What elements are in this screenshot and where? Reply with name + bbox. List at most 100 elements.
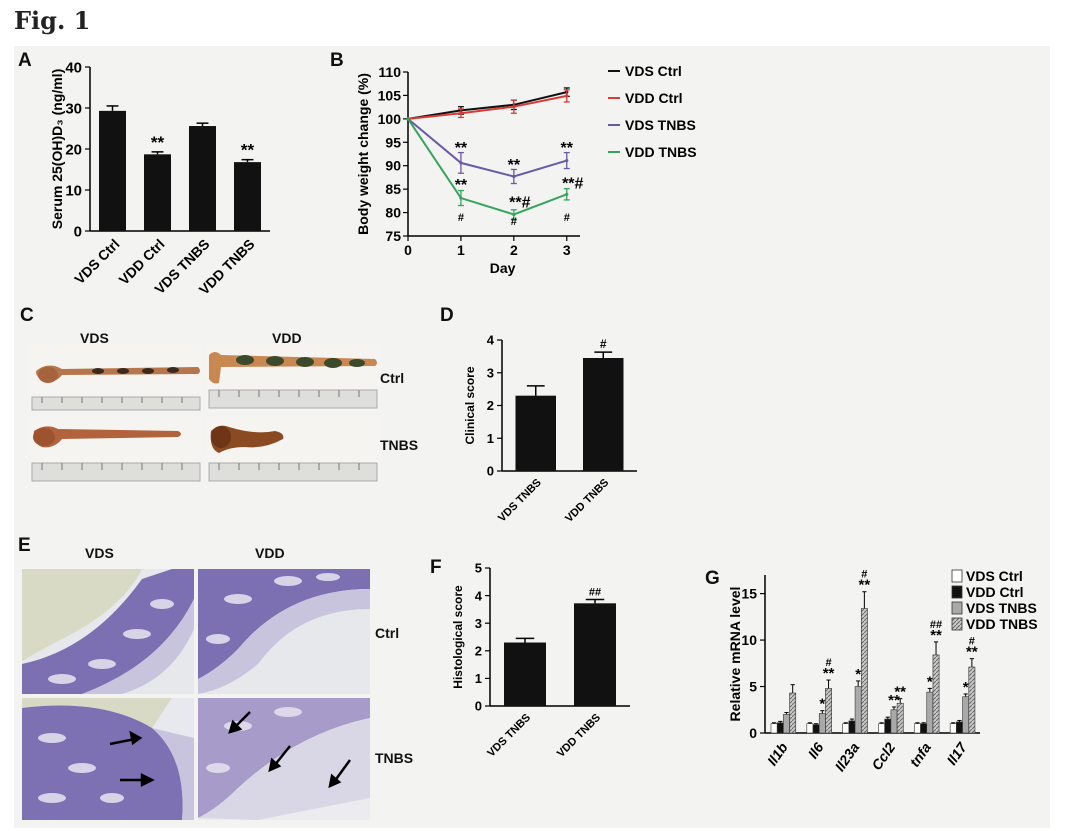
bar-il23a-vds-ctrl <box>842 723 850 734</box>
panel-e-row-label-tnbs: TNBS <box>375 750 414 766</box>
panel-c-col-label-vds: VDS <box>80 330 109 346</box>
significance-label: ## <box>589 586 601 598</box>
category-label: VDD TNBS <box>563 477 611 525</box>
significance-label: # <box>861 569 867 581</box>
y-tick-label: 5 <box>749 679 757 695</box>
bar-il1b-vdd-tnbs <box>789 692 797 734</box>
category-label: Ccl2 <box>868 739 898 773</box>
y-tick-label: 0 <box>475 699 482 714</box>
bar-vdd-tnbs <box>574 603 616 706</box>
series-line-vds-tnbs <box>407 118 568 178</box>
y-tick-label: 10 <box>741 632 757 648</box>
panel-e-col-label-vdd: VDD <box>255 545 285 561</box>
colon-photo-vdd-tnbs <box>205 417 380 484</box>
significance-label: ** <box>859 577 871 594</box>
significance-label: ** <box>966 644 978 661</box>
significance-label: ** <box>561 140 574 157</box>
data-point <box>459 111 463 115</box>
significance-label: * <box>819 696 825 713</box>
significance-label: # <box>511 216 517 228</box>
chart-d-clinical-score: 0 1 2 3 4 VDS TNBS # VDD TNBS Clinical score <box>463 333 637 525</box>
x-tick-label: 2 <box>510 242 518 258</box>
chart-b-body-weight: 75 80 85 90 95 100 105 110 0 1 2 3 Day Body weight ch… <box>355 63 697 276</box>
y-tick-label: 40 <box>65 59 82 76</box>
significance-label: # <box>458 212 464 224</box>
x-tick-label: 3 <box>563 242 571 258</box>
data-point <box>406 117 410 121</box>
category-label: VDS Ctrl <box>71 236 122 287</box>
significance-label: ## <box>930 619 942 631</box>
significance-label: # <box>825 657 831 669</box>
data-point <box>565 94 569 98</box>
histology-vdd-tnbs <box>198 698 370 820</box>
y-tick-label: 15 <box>741 586 757 602</box>
significance-label: # <box>600 337 607 351</box>
y-tick-label: 85 <box>385 181 401 197</box>
histology-vds-tnbs <box>22 698 194 820</box>
panel-label-c: C <box>20 305 34 326</box>
bar-tnfa-vdd-ctrl <box>920 723 928 734</box>
data-point <box>512 174 516 179</box>
y-axis-label: Relative mRNA level <box>727 587 743 722</box>
y-tick-label: 0 <box>487 464 494 479</box>
data-point <box>512 105 516 109</box>
significance-label: ** <box>823 665 835 682</box>
panel-c-col-label-vdd: VDD <box>272 330 302 346</box>
legend-label: VDD TNBS <box>625 144 697 160</box>
bar-tnfa-vds-ctrl <box>914 723 921 734</box>
bar-vds-ctrl <box>99 110 126 231</box>
bar-ccl2-vds-tnbs <box>890 709 898 734</box>
legend-swatch <box>951 601 963 615</box>
colon-photo-vds-tnbs <box>28 417 203 484</box>
bar-vds-tnbs <box>189 126 216 231</box>
legend-label: VDD Ctrl <box>966 584 1024 600</box>
y-tick-label: 105 <box>378 87 402 103</box>
y-tick-label: 20 <box>65 141 82 158</box>
y-tick-label: 5 <box>475 561 482 576</box>
y-tick-label: 110 <box>378 64 401 80</box>
category-label: VDS TNBS <box>496 477 544 525</box>
panel-label-b: B <box>330 50 344 71</box>
significance-label: ** <box>455 140 468 157</box>
significance-label: ** <box>888 692 900 709</box>
legend-label: VDD TNBS <box>966 616 1038 632</box>
bar-il1b-vds-ctrl <box>770 723 778 734</box>
y-tick-label: 1 <box>475 671 482 686</box>
data-point <box>565 158 569 163</box>
legend-label: VDD Ctrl <box>625 90 683 106</box>
x-axis-label: Day <box>490 260 516 276</box>
y-tick-label: 95 <box>385 134 401 150</box>
bar-vds-tnbs <box>515 395 556 471</box>
significance-label: * <box>963 679 969 696</box>
significance-label: * <box>927 673 933 690</box>
significance-label: # <box>969 636 975 648</box>
bar-il6-vdd-tnbs <box>825 688 832 734</box>
legend-label: VDS TNBS <box>966 600 1037 616</box>
significance-label: # <box>564 212 570 224</box>
category-label: tnfa <box>906 739 934 769</box>
category-label: Il1b <box>764 739 791 768</box>
legend-swatch <box>951 585 963 599</box>
significance-label: **# <box>509 194 530 211</box>
significance-label: **# <box>562 176 583 193</box>
histology-vds-ctrl <box>22 569 194 694</box>
category-label: Il23a <box>831 739 862 774</box>
bar-il17-vdd-tnbs <box>968 666 976 734</box>
data-point <box>459 161 463 165</box>
significance-label: ** <box>930 627 942 644</box>
y-tick-label: 75 <box>385 228 401 244</box>
significance-label: ** <box>455 177 468 194</box>
y-tick-label: 90 <box>385 158 401 174</box>
significance-label: * <box>855 666 861 683</box>
y-tick-label: 2 <box>487 398 494 413</box>
bar-il6-vds-ctrl <box>806 723 814 734</box>
bar-il6-vds-tnbs <box>818 713 826 734</box>
y-tick-label: 3 <box>475 616 482 631</box>
panel-label-a: A <box>18 50 32 71</box>
y-tick-label: 4 <box>487 333 495 348</box>
bar-vdd-ctrl <box>144 154 171 231</box>
bar-il6-vdd-ctrl <box>812 724 820 734</box>
colon-photo-vdd-ctrl <box>205 345 380 412</box>
